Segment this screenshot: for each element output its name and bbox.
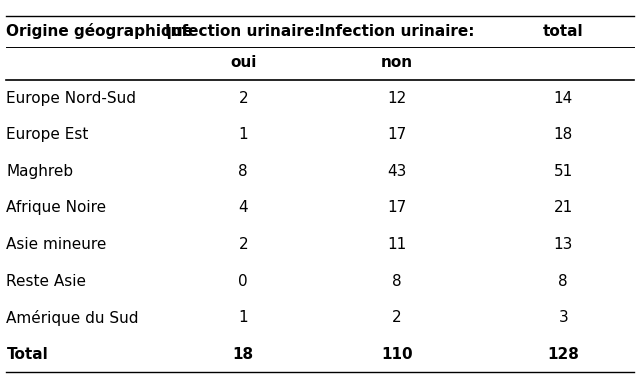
Text: Total: Total (6, 347, 48, 362)
Text: Origine géographique: Origine géographique (6, 23, 193, 39)
Text: 12: 12 (387, 91, 406, 106)
Text: 11: 11 (387, 237, 406, 252)
Text: Europe Est: Europe Est (6, 127, 89, 142)
Text: 51: 51 (554, 164, 573, 179)
Text: 21: 21 (554, 200, 573, 215)
Text: 2: 2 (238, 237, 248, 252)
Text: 3: 3 (558, 310, 568, 325)
Text: Asie mineure: Asie mineure (6, 237, 107, 252)
Text: non: non (381, 55, 413, 70)
Text: 17: 17 (387, 200, 406, 215)
Text: 13: 13 (554, 237, 573, 252)
Text: Reste Asie: Reste Asie (6, 273, 86, 289)
Text: 110: 110 (381, 347, 413, 362)
Text: Infection urinaire:: Infection urinaire: (166, 24, 321, 39)
Text: 18: 18 (232, 347, 254, 362)
Text: 8: 8 (238, 164, 248, 179)
Text: 1: 1 (238, 127, 248, 142)
Text: 14: 14 (554, 91, 573, 106)
Text: 43: 43 (387, 164, 406, 179)
Text: 2: 2 (238, 91, 248, 106)
Text: Maghreb: Maghreb (6, 164, 74, 179)
Text: Infection urinaire:: Infection urinaire: (319, 24, 474, 39)
Text: 0: 0 (238, 273, 248, 289)
Text: 2: 2 (392, 310, 402, 325)
Text: 8: 8 (392, 273, 402, 289)
Text: oui: oui (230, 55, 257, 70)
Text: 17: 17 (387, 127, 406, 142)
Text: Amérique du Sud: Amérique du Sud (6, 310, 139, 326)
Text: total: total (543, 24, 584, 39)
Text: 128: 128 (547, 347, 579, 362)
Text: Europe Nord-Sud: Europe Nord-Sud (6, 91, 136, 106)
Text: Afrique Noire: Afrique Noire (6, 200, 106, 215)
Text: 4: 4 (238, 200, 248, 215)
Text: 1: 1 (238, 310, 248, 325)
Text: 8: 8 (558, 273, 568, 289)
Text: 18: 18 (554, 127, 573, 142)
